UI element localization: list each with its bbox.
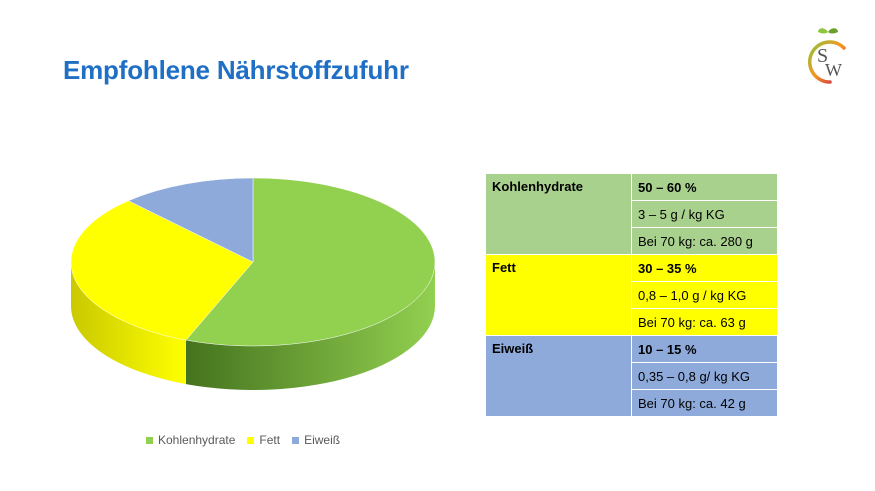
pie-slice-kohlenhydrate <box>185 177 436 347</box>
pie-side-fett <box>71 262 187 385</box>
legend-item-fett: Fett <box>247 433 280 447</box>
chart-legend: Kohlenhydrate Fett Eiweiß <box>146 433 340 447</box>
pie-side-kohlenhydrate <box>186 262 435 390</box>
group-label: Fett <box>485 254 632 336</box>
legend-label: Kohlenhydrate <box>158 433 236 447</box>
legend-swatch <box>292 436 300 444</box>
value-cell: Bei 70 kg: ca. 42 g <box>631 389 778 417</box>
percent-cell: 10 – 15 % <box>631 335 778 363</box>
value-cell: Bei 70 kg: ca. 280 g <box>631 227 778 255</box>
page-title: Empfohlene Nährstoffzufuhr <box>63 55 409 85</box>
group-label: Kohlenhydrate <box>485 173 632 255</box>
table-row: 0,8 – 1,0 g / kg KG <box>485 281 778 309</box>
nutrient-table: Kohlenhydrate 50 – 60 % 3 – 5 g / kg KG Bei… <box>485 173 778 417</box>
table-row: Eiweiß 10 – 15 % <box>485 335 778 417</box>
group-label: Eiweiß <box>485 335 632 417</box>
value-cell: 0,35 – 0,8 g/ kg KG <box>631 362 778 390</box>
sw-logo: S W <box>807 28 846 84</box>
legend-swatch <box>146 436 153 444</box>
value-cell: 3 – 5 g / kg KG <box>631 200 778 228</box>
legend-item-eiweiss: Eiweiß <box>292 433 340 447</box>
percent-cell: 30 – 35 % <box>631 254 778 282</box>
legend-item-kohlenhydrate: Kohlenhydrate <box>146 433 235 447</box>
pie-slice-eiweiss <box>127 177 254 263</box>
logo-letter-s: S <box>817 45 828 67</box>
percent-cell: 50 – 60 % <box>631 173 778 201</box>
legend-label: Eiweiß <box>304 433 341 447</box>
legend-swatch <box>247 436 255 444</box>
value-cell: Bei 70 kg: ca. 63 g <box>631 308 778 336</box>
logo-letter-w: W <box>825 60 842 80</box>
value-cell: 0,8 – 1,0 g / kg KG <box>631 281 778 309</box>
pie-slice-fett <box>70 200 254 341</box>
table-row: Kohlenhydrate 50 – 60 % <box>485 173 778 255</box>
table-row: Fett 30 – 35 % <box>485 254 778 336</box>
legend-label: Fett <box>259 433 281 447</box>
